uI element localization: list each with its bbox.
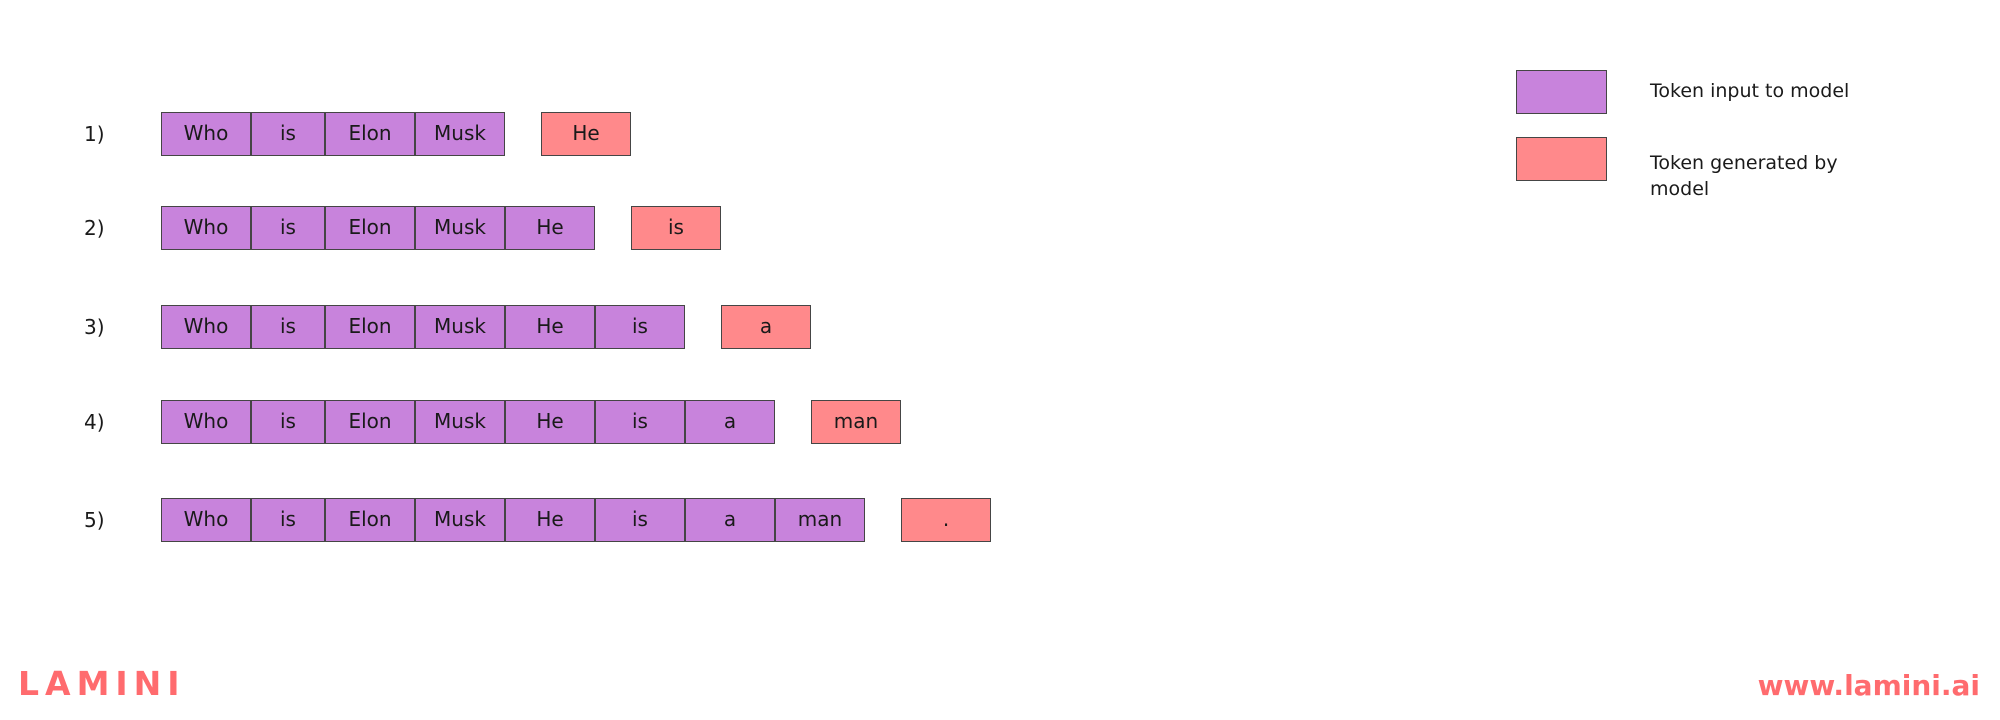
input-token: Elon [325,305,415,349]
input-token: He [505,400,595,444]
input-token: Musk [415,206,505,250]
input-token: Elon [325,498,415,542]
input-token: a [685,400,775,444]
input-token: is [595,305,685,349]
input-token: is [251,498,325,542]
input-token: is [251,112,325,156]
legend-label-generated: Token generated by model [1650,152,1838,200]
input-token: Who [161,206,251,250]
generated-token: He [541,112,631,156]
input-token: Who [161,112,251,156]
generated-token: . [901,498,991,542]
input-token: Musk [415,498,505,542]
row-label-2: 2) [84,216,105,240]
lamini-url: www.lamini.ai [1757,669,1980,702]
input-token: Elon [325,206,415,250]
input-token: is [595,498,685,542]
input-token: is [595,400,685,444]
input-token: Musk [415,305,505,349]
input-token: is [251,400,325,444]
generated-token: a [721,305,811,349]
legend-label-input: Token input to model [1650,80,1850,102]
generated-token: is [631,206,721,250]
input-token: is [251,305,325,349]
legend-swatch-input [1516,70,1607,114]
input-token: a [685,498,775,542]
input-token: man [775,498,865,542]
row-label-5: 5) [84,508,105,532]
generated-token: man [811,400,901,444]
input-token: He [505,206,595,250]
input-token: Who [161,498,251,542]
lamini-logo: LAMINI [18,664,186,703]
input-token: Elon [325,112,415,156]
input-token: is [251,206,325,250]
input-token: Musk [415,112,505,156]
row-label-4: 4) [84,410,105,434]
input-token: Elon [325,400,415,444]
row-label-1: 1) [84,122,105,146]
legend-swatch-generated [1516,137,1607,181]
input-token: Who [161,400,251,444]
input-token: He [505,498,595,542]
row-label-3: 3) [84,315,105,339]
input-token: He [505,305,595,349]
input-token: Musk [415,400,505,444]
input-token: Who [161,305,251,349]
